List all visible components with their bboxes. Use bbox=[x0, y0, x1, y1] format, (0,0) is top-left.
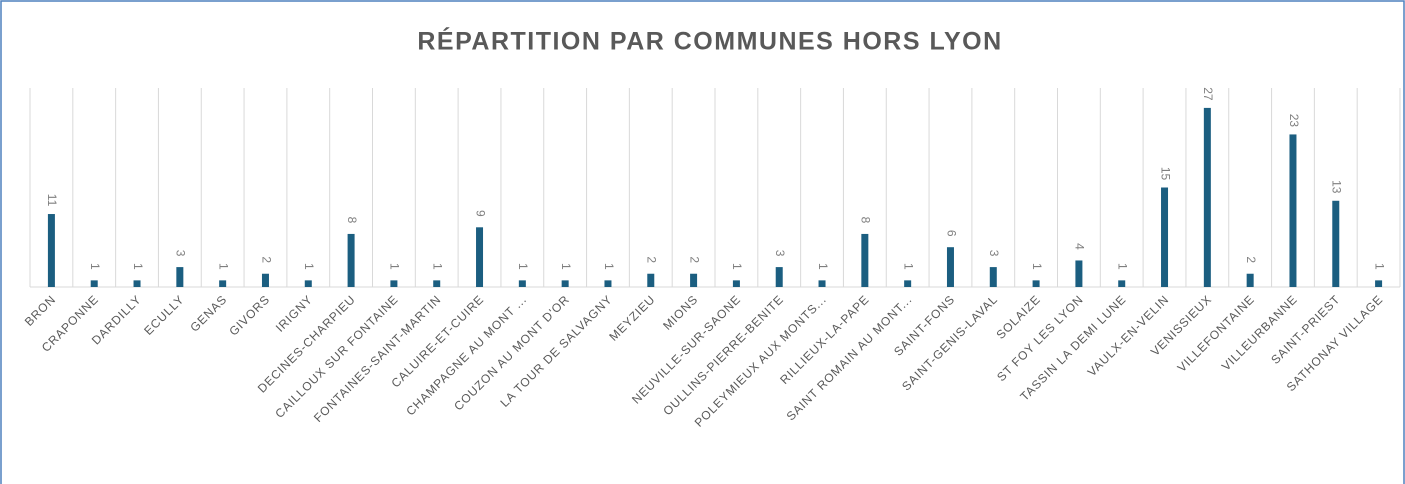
x-tick-label: ECULLY bbox=[141, 292, 187, 338]
data-label: 1 bbox=[559, 263, 573, 270]
bar bbox=[390, 280, 398, 287]
data-label: 1 bbox=[602, 263, 616, 270]
data-label: 2 bbox=[645, 256, 659, 263]
bar bbox=[690, 273, 698, 287]
data-label: 3 bbox=[174, 250, 188, 257]
x-tick-label: VILLEFONTAINE bbox=[1175, 292, 1258, 375]
data-label: 15 bbox=[1158, 167, 1172, 181]
bar bbox=[1375, 280, 1383, 287]
bar bbox=[1332, 200, 1340, 287]
data-label: 23 bbox=[1287, 114, 1301, 128]
data-label: 6 bbox=[944, 230, 958, 237]
bar bbox=[647, 273, 655, 287]
bar bbox=[818, 280, 826, 287]
data-label: 1 bbox=[88, 263, 102, 270]
data-label: 8 bbox=[345, 217, 359, 224]
data-label: 2 bbox=[259, 256, 273, 263]
x-tick-label: GENAS bbox=[187, 292, 229, 334]
bar bbox=[1203, 107, 1211, 288]
data-label: 1 bbox=[1116, 263, 1130, 270]
bar bbox=[347, 233, 355, 287]
bar bbox=[476, 227, 484, 287]
bar bbox=[518, 280, 526, 287]
bar bbox=[904, 280, 912, 287]
bar bbox=[219, 280, 227, 287]
bar bbox=[176, 267, 184, 287]
bar bbox=[1289, 134, 1297, 287]
data-label: 1 bbox=[816, 263, 830, 270]
data-label: 1 bbox=[216, 263, 230, 270]
data-label: 1 bbox=[388, 263, 402, 270]
x-tick-label: VAULX-EN-VELIN bbox=[1085, 292, 1172, 379]
bar bbox=[304, 280, 312, 287]
data-label: 1 bbox=[1372, 263, 1386, 270]
data-label: 1 bbox=[516, 263, 530, 270]
x-tick-label: BRON bbox=[22, 292, 59, 329]
data-label: 4 bbox=[1073, 243, 1087, 250]
x-tick-label: GIVORS bbox=[226, 292, 272, 338]
bar bbox=[261, 273, 269, 287]
data-label: 11 bbox=[45, 194, 59, 207]
data-label: 1 bbox=[1030, 263, 1044, 270]
bar bbox=[1161, 187, 1169, 287]
x-tick-label: MIONS bbox=[660, 292, 701, 333]
bar bbox=[861, 233, 869, 287]
x-tick-label: IRIGNY bbox=[273, 292, 316, 335]
bar bbox=[47, 214, 55, 287]
bar bbox=[946, 247, 954, 287]
bar bbox=[433, 280, 441, 287]
bar bbox=[1032, 280, 1040, 287]
bar bbox=[90, 280, 98, 287]
bar bbox=[989, 267, 997, 287]
bar bbox=[561, 280, 569, 287]
data-label: 8 bbox=[859, 217, 873, 224]
chart-title: RÉPARTITION PAR COMMUNES HORS LYON bbox=[417, 27, 1002, 56]
bar bbox=[775, 267, 783, 287]
data-label: 3 bbox=[773, 250, 787, 257]
data-label: 1 bbox=[131, 263, 145, 270]
bar bbox=[604, 280, 612, 287]
bar bbox=[1246, 273, 1254, 287]
data-label: 1 bbox=[302, 263, 316, 270]
data-label: 2 bbox=[687, 256, 701, 263]
data-label: 3 bbox=[987, 250, 1001, 257]
x-tick-label: MEYZIEU bbox=[606, 292, 658, 344]
bar bbox=[1075, 260, 1083, 287]
x-tick-label: VILLEURBANNE bbox=[1219, 292, 1300, 373]
bar bbox=[133, 280, 141, 287]
data-label: 2 bbox=[1244, 256, 1258, 263]
data-label: 1 bbox=[730, 263, 744, 270]
data-label: 13 bbox=[1330, 180, 1344, 194]
data-label: 1 bbox=[901, 263, 915, 270]
bar bbox=[732, 280, 740, 287]
data-label: 27 bbox=[1201, 87, 1215, 101]
data-label: 9 bbox=[473, 210, 487, 217]
data-label: 1 bbox=[431, 263, 445, 270]
bar bbox=[1118, 280, 1126, 287]
